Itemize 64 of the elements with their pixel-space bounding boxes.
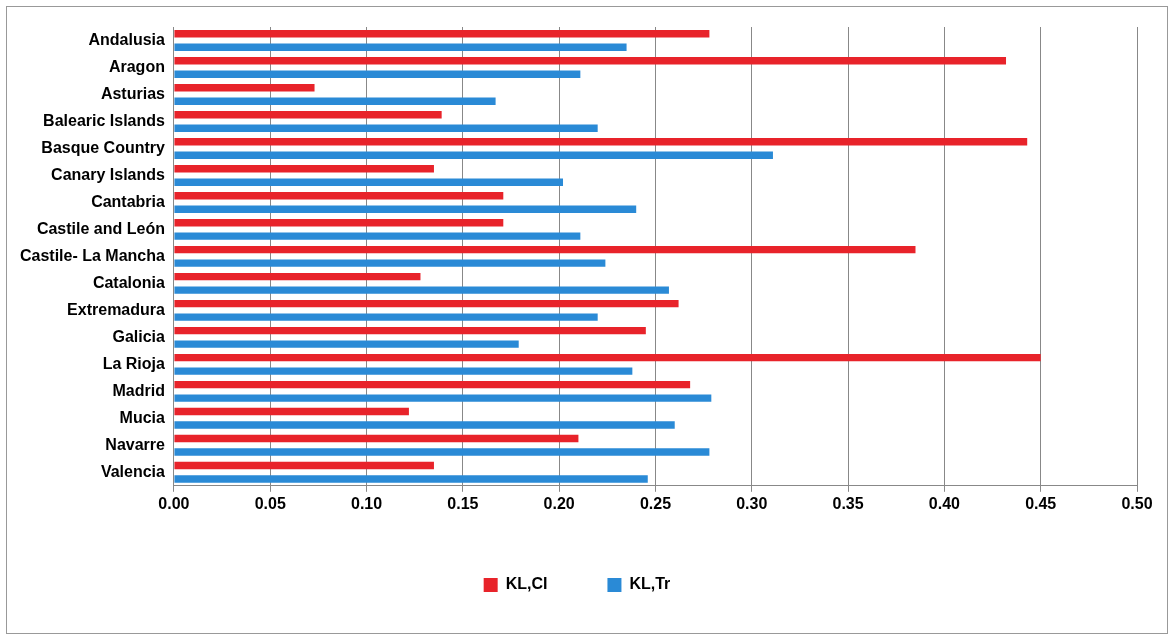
bar (174, 164, 434, 173)
x-tick-label: 0.20 (543, 494, 575, 512)
y-tick-label: Madrid (112, 381, 165, 399)
bar (174, 299, 679, 308)
bar (174, 205, 637, 213)
y-tick-label: La Rioja (102, 354, 166, 372)
bar (174, 461, 434, 470)
x-tick-label: 0.30 (736, 494, 768, 512)
bar (174, 340, 519, 348)
bar (174, 407, 409, 416)
x-tick-label: 0.15 (447, 494, 479, 512)
bar (174, 178, 564, 186)
bar (174, 353, 1041, 362)
bar (174, 84, 315, 92)
x-tick-label: 0.40 (928, 494, 961, 512)
bar (174, 218, 504, 227)
bar (174, 151, 773, 159)
bar (174, 272, 421, 281)
bar (174, 124, 598, 132)
bar (174, 326, 646, 335)
x-tick-label: 0.35 (832, 494, 864, 512)
y-tick-label: Basque Country (41, 138, 166, 156)
y-tick-label: Castile- La Mancha (19, 246, 166, 264)
bar (174, 57, 1007, 65)
bar (174, 43, 627, 51)
y-tick-label: Galicia (112, 327, 166, 345)
bar (174, 111, 442, 119)
y-tick-label: Catalonia (92, 273, 166, 291)
bar (174, 434, 579, 443)
bar (174, 245, 916, 254)
x-tick-label: 0.10 (350, 494, 383, 512)
bar (174, 380, 691, 389)
y-tick-label: Canary Islands (51, 165, 166, 183)
bar (174, 448, 710, 456)
y-tick-label: Navarre (105, 435, 166, 453)
legend-label: KL,Tr (629, 575, 671, 593)
bar (174, 286, 669, 294)
y-tick-label: Balearic Islands (43, 111, 166, 129)
bar (174, 367, 633, 375)
bar (174, 475, 648, 483)
bar (174, 70, 581, 78)
bar (174, 421, 675, 429)
bar (174, 259, 606, 267)
y-tick-label: Extremadura (67, 300, 166, 318)
bar (174, 97, 496, 105)
y-tick-label: Mucia (119, 408, 166, 426)
bar (174, 191, 504, 200)
x-tick-label: 0.50 (1121, 494, 1153, 512)
y-tick-label: Valencia (100, 462, 166, 480)
y-tick-label: Cantabria (91, 192, 166, 210)
bar (174, 137, 1028, 146)
bar (174, 30, 710, 38)
x-tick-label: 0.25 (639, 494, 672, 512)
legend-label: KL,CI (505, 575, 548, 593)
y-tick-label: Asturias (100, 84, 166, 102)
y-tick-label: Andalusia (88, 30, 166, 48)
bar (174, 394, 712, 402)
y-tick-label: Castile and León (36, 219, 165, 237)
x-tick-label: 0.00 (158, 494, 190, 512)
bar (174, 313, 598, 321)
bar (174, 232, 581, 240)
y-tick-label: Aragon (108, 57, 165, 75)
x-tick-label: 0.45 (1025, 494, 1057, 512)
x-tick-label: 0.05 (254, 494, 286, 512)
